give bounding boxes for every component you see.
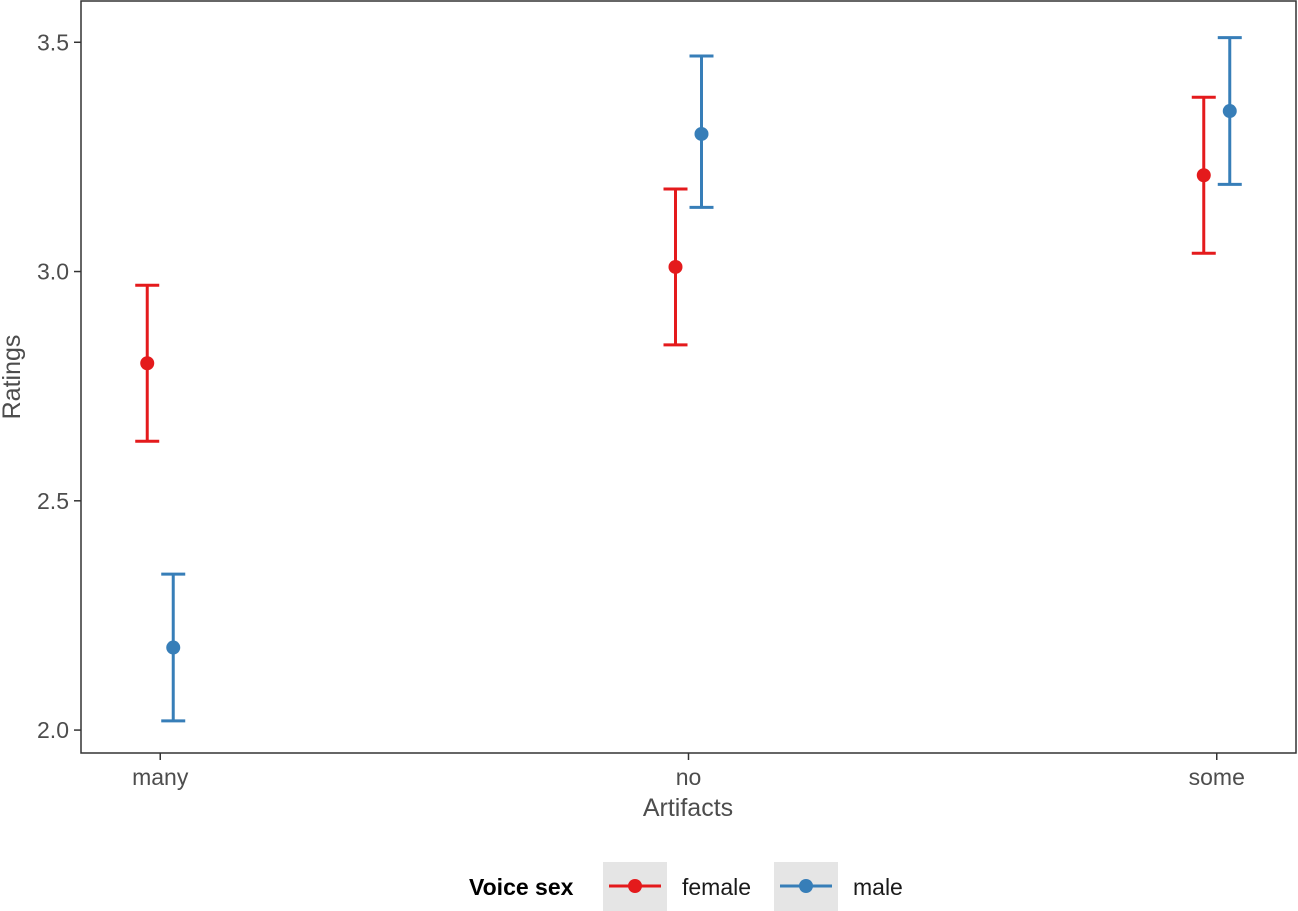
y-tick-label: 3.0 [37,259,69,285]
y-axis-title: Ratings [0,335,26,420]
data-point [166,640,181,655]
y-tick-label: 3.5 [37,29,69,55]
x-tick-label: no [676,764,702,790]
data-point [694,126,709,141]
data-point [668,259,683,274]
legend-label-male: male [853,874,903,900]
plot-panel [80,0,1297,754]
y-tick-label: 2.0 [37,717,69,743]
x-axis: many no some [132,753,1245,790]
legend-key-point [799,879,813,893]
legend-key-point [628,879,642,893]
data-marks [135,36,1242,723]
data-point [1196,168,1211,183]
y-tick-label: 2.5 [37,488,69,514]
legend: Voice sex female male [469,862,903,911]
data-point [1222,104,1237,119]
series-female [135,95,1216,443]
data-point [140,356,155,371]
legend-title: Voice sex [469,874,574,900]
x-tick-label: some [1189,764,1245,790]
y-axis: 2.0 2.5 3.0 3.5 [37,29,81,743]
x-tick-label: many [132,764,189,790]
x-axis-title: Artifacts [643,794,733,822]
series-male [161,36,1242,723]
legend-label-female: female [682,874,751,900]
